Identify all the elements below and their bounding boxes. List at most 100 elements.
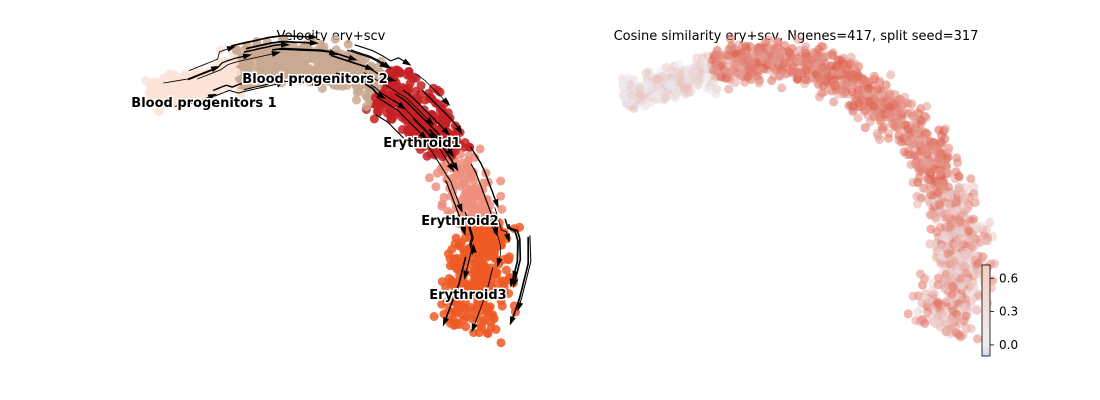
cell-point <box>292 66 302 76</box>
cell-point <box>909 111 919 121</box>
cell-point <box>829 97 839 107</box>
cell-point <box>468 195 478 205</box>
cell-point <box>913 307 923 317</box>
cell-point <box>952 197 962 207</box>
cell-point <box>908 120 918 130</box>
cell-point <box>661 62 671 72</box>
streamline <box>330 54 392 81</box>
cell-point <box>911 139 921 149</box>
cell-point <box>861 105 871 115</box>
cell-point <box>501 265 511 275</box>
cell-point <box>918 314 927 324</box>
cluster-label-blood-progenitors-1: Blood progenitors 1 <box>131 96 276 111</box>
cell-point <box>807 55 817 65</box>
streamline-arrow <box>376 91 386 99</box>
cell-point <box>436 148 445 158</box>
cell-point <box>982 225 991 235</box>
cell-point <box>330 34 340 44</box>
cell-point <box>439 161 448 171</box>
cell-point <box>903 309 913 319</box>
cell-point <box>445 254 455 264</box>
cell-point <box>483 279 493 289</box>
cell-point <box>827 49 837 59</box>
cell-point <box>228 80 238 90</box>
streamline <box>375 114 409 144</box>
cluster-label-blood-progenitors-2: Blood progenitors 2 <box>242 72 387 87</box>
cell-point <box>193 85 203 95</box>
streamline-arrow <box>470 243 477 253</box>
cell-point <box>282 61 292 71</box>
streamline <box>428 128 457 168</box>
cell-point <box>141 76 151 85</box>
cell-point <box>496 191 506 201</box>
cell-point <box>767 76 777 86</box>
cell-point <box>726 43 736 53</box>
cell-point <box>429 312 439 321</box>
cell-point <box>699 57 709 67</box>
streamline-arrow <box>402 58 412 66</box>
cell-point <box>652 95 662 105</box>
streamline <box>243 43 286 53</box>
cell-point <box>437 199 447 209</box>
cell-point <box>777 83 787 93</box>
cell-point <box>153 85 163 95</box>
velocity-title: Velocity ery+scv <box>277 29 386 44</box>
cell-point <box>879 122 889 132</box>
cell-point <box>460 303 470 313</box>
cell-point <box>931 318 941 328</box>
cell-point <box>875 77 885 87</box>
cell-point <box>927 166 936 176</box>
cell-point <box>437 299 447 309</box>
cell-point <box>404 83 414 93</box>
streamline <box>421 89 461 131</box>
cell-point <box>410 139 420 149</box>
cell-point <box>441 118 451 128</box>
velocity-panel: Velocity ery+scv Blood progenitors 1 Blo… <box>130 29 532 348</box>
cell-point <box>963 203 973 213</box>
streamline-arrow <box>312 79 322 86</box>
streamline <box>335 72 383 98</box>
cell-point <box>627 91 637 101</box>
streamline-arrow <box>280 41 291 48</box>
cell-point <box>973 334 982 344</box>
cell-point <box>169 70 179 80</box>
cell-point <box>935 200 945 210</box>
cell-point <box>860 123 870 133</box>
cell-point <box>452 306 461 316</box>
cell-point <box>468 213 478 223</box>
cell-point <box>496 338 506 348</box>
cell-point <box>146 85 156 95</box>
cell-point <box>332 81 342 91</box>
streamline-arrow <box>364 64 375 71</box>
cell-point <box>445 209 455 219</box>
cell-point <box>947 289 957 299</box>
colorbar-tick-label: 0.3 <box>999 305 1018 319</box>
streamline-arrow <box>425 117 434 126</box>
cell-point <box>641 68 651 78</box>
cell-point <box>623 73 633 82</box>
cell-point <box>969 282 979 292</box>
cell-point <box>426 149 436 159</box>
cell-point <box>948 282 958 292</box>
cell-point <box>454 168 464 178</box>
streamline-arrow <box>517 301 524 312</box>
cell-point <box>949 256 959 266</box>
cell-point <box>408 125 418 135</box>
cell-point <box>899 147 909 157</box>
cell-point <box>317 53 326 63</box>
cell-point <box>634 83 644 93</box>
cell-point <box>362 102 371 111</box>
cell-point <box>961 219 971 229</box>
cell-point <box>342 81 352 90</box>
streamline <box>376 96 425 137</box>
cell-point <box>723 62 733 72</box>
cell-point <box>235 75 245 84</box>
cell-point <box>479 260 489 270</box>
cell-point <box>386 111 396 120</box>
cell-point <box>499 283 509 292</box>
cell-point <box>896 137 906 147</box>
cell-point <box>836 86 845 96</box>
cell-point <box>473 203 483 213</box>
cell-point <box>974 291 984 301</box>
cell-point <box>793 75 802 84</box>
